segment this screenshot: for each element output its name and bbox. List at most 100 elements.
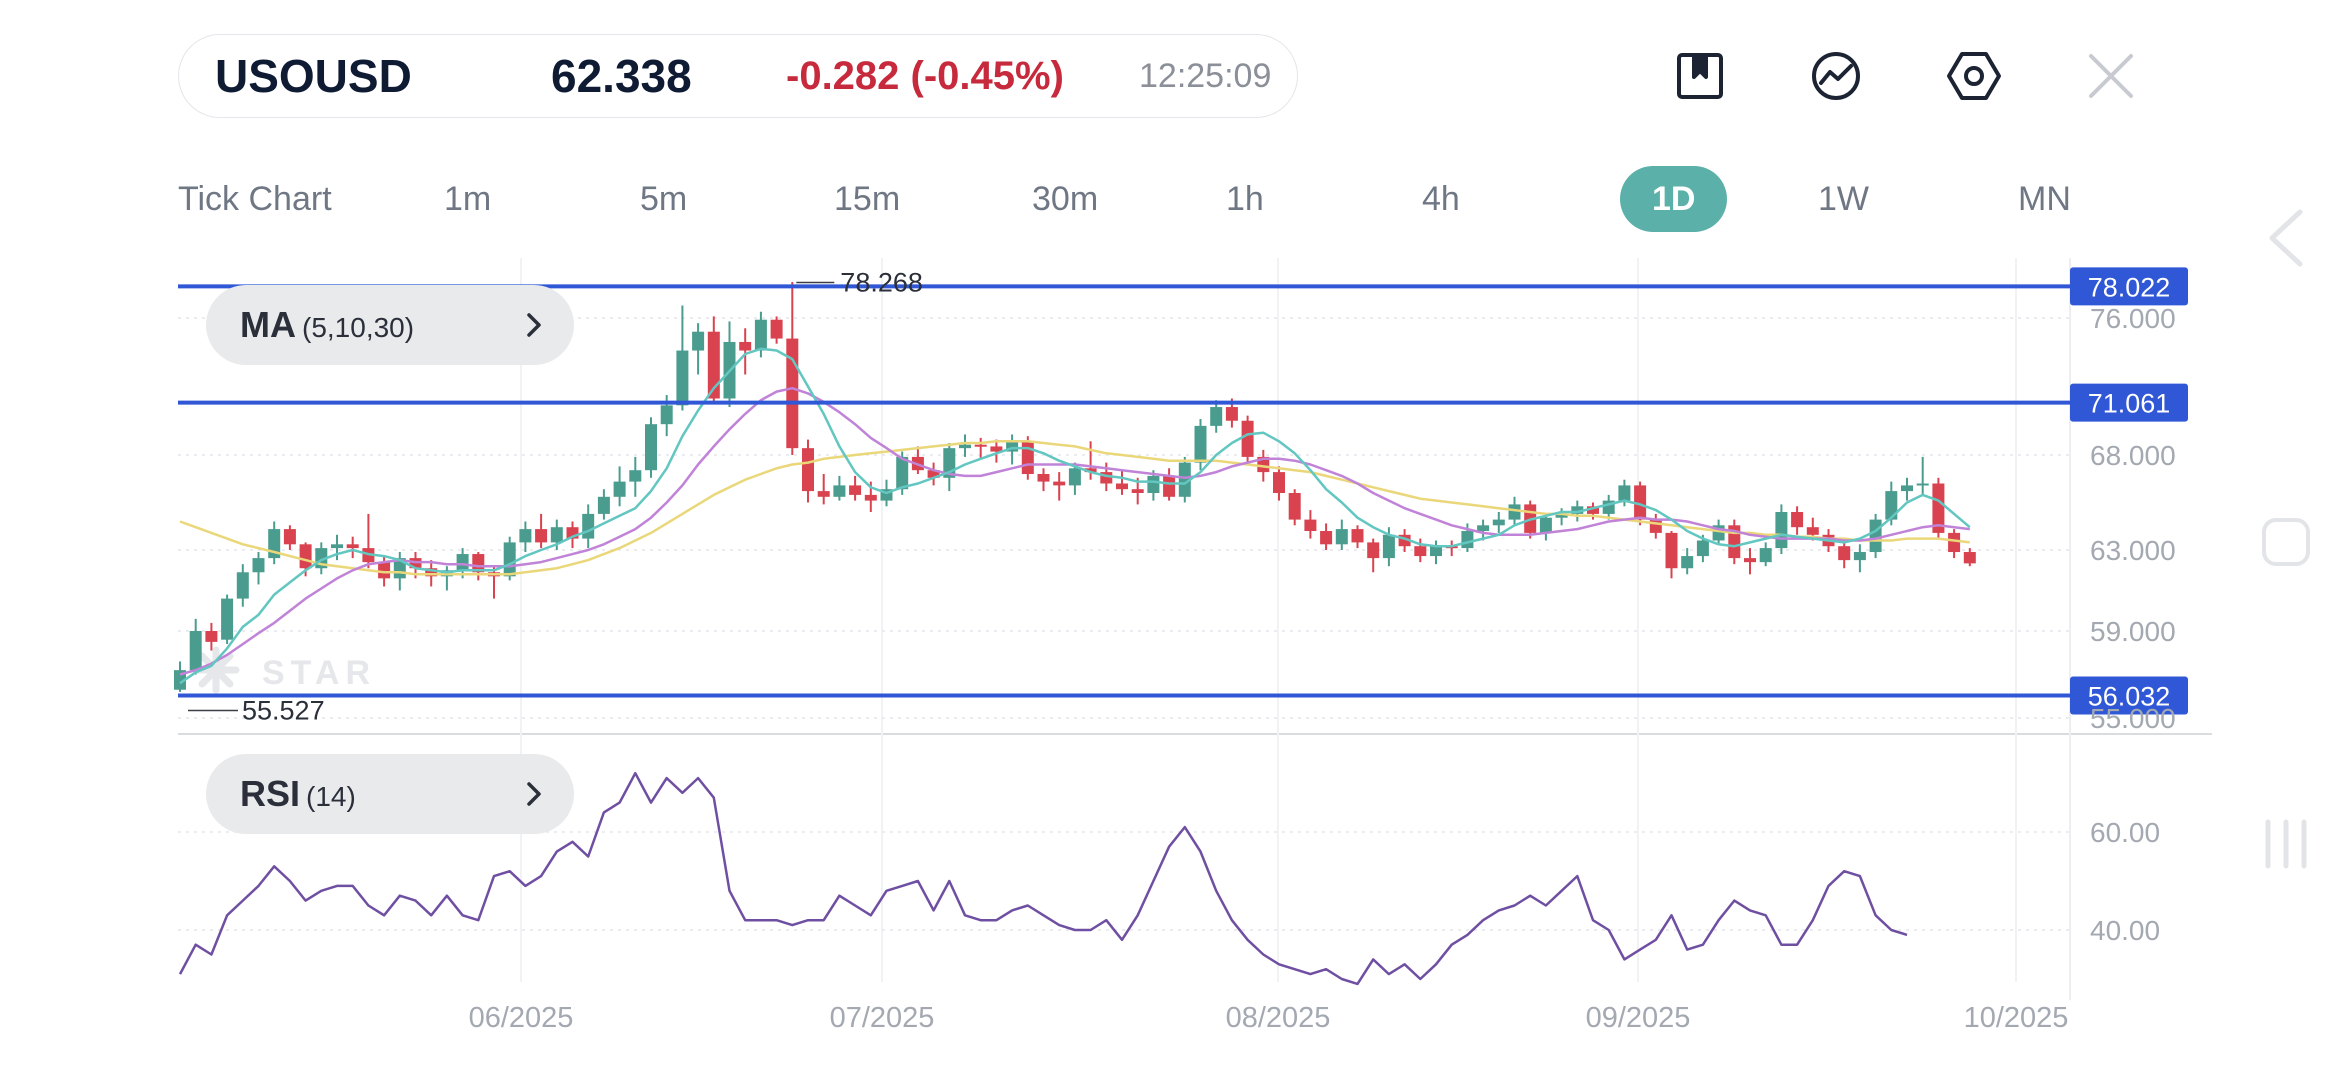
ma5-line (179, 347, 1971, 685)
candle (1477, 519, 1490, 541)
candle (1430, 540, 1442, 565)
close-icon[interactable] (2083, 48, 2139, 104)
tab-15m[interactable]: 15m (834, 180, 901, 218)
price-tick-label: 59.000 (2090, 616, 2176, 647)
candle (268, 521, 281, 565)
candle-body (990, 446, 1003, 452)
candle-body (1461, 531, 1474, 549)
candle-body (1853, 552, 1866, 561)
candle-body (1320, 531, 1333, 545)
candle (535, 513, 548, 549)
candle (1932, 477, 1945, 539)
candle (189, 618, 202, 675)
ma-indicator-button[interactable]: MA (5,10,30) (206, 285, 574, 365)
tab-5m[interactable]: 5m (640, 180, 688, 218)
candle (582, 504, 595, 549)
candle-body (1163, 475, 1176, 497)
candle-body (221, 598, 234, 640)
tab-1h[interactable]: 1h (1226, 180, 1264, 218)
bookmark-icon[interactable] (1672, 48, 1728, 104)
candle-body (880, 489, 893, 501)
tab-mn[interactable]: MN (2018, 180, 2071, 218)
candle (1178, 456, 1191, 503)
candle-body (707, 331, 720, 399)
candle (1414, 538, 1427, 563)
watermark-logo: STAR (192, 646, 376, 694)
candle-body (1288, 493, 1301, 520)
candle-body (346, 544, 359, 549)
price-tick-label: 55.000 (2090, 703, 2176, 734)
candle (440, 566, 453, 591)
candle-body (660, 405, 673, 425)
candle (1681, 548, 1694, 575)
candle (1241, 415, 1254, 463)
candle-body (1869, 519, 1882, 553)
level-label: 71.061 (2088, 389, 2171, 419)
candle-body (1901, 485, 1913, 492)
symbol-label: USOUSD (215, 50, 412, 102)
candle-body (1539, 517, 1552, 533)
candle-body (770, 319, 783, 339)
tab-4h[interactable]: 4h (1422, 180, 1460, 218)
candle-body (1084, 468, 1097, 473)
candle (739, 328, 752, 375)
candle-body (535, 529, 548, 543)
candle-body (1744, 558, 1756, 563)
candle-body (582, 513, 595, 539)
watermark-text: STAR (262, 654, 376, 692)
candle-body (1791, 512, 1804, 528)
candle-body (1147, 475, 1160, 493)
rsi-indicator-button[interactable]: RSI (14) (206, 754, 574, 834)
settings-hex-icon[interactable] (1946, 48, 2002, 104)
quote-header: USOUSD 62.338 -0.282 (-0.45%) 12:25:09 (178, 34, 1298, 118)
candle (1367, 538, 1380, 573)
candle-body (1335, 529, 1348, 545)
recent-apps-icon[interactable] (2262, 818, 2310, 870)
tab-30m[interactable]: 30m (1032, 180, 1099, 218)
indicator-trend-icon[interactable] (1808, 48, 1864, 104)
candle-body (927, 470, 940, 478)
candle-body (299, 544, 312, 569)
candle (174, 661, 186, 692)
candle-body (864, 494, 877, 501)
candle (849, 475, 862, 501)
chevron-right-icon (527, 782, 541, 806)
candle-body (1068, 468, 1081, 486)
candle (1068, 462, 1081, 495)
tab-1w[interactable]: 1W (1818, 180, 1869, 218)
candle (331, 534, 343, 561)
candle (1869, 513, 1882, 559)
tab-tick-chart[interactable]: Tick Chart (178, 180, 332, 218)
back-chevron-icon[interactable] (2262, 208, 2308, 268)
tab-1m[interactable]: 1m (444, 180, 492, 218)
chevron-right-icon (527, 313, 541, 337)
candle-body (786, 338, 799, 449)
candle-body (1665, 532, 1678, 569)
candle-body (849, 485, 862, 495)
candle-body (1806, 527, 1819, 535)
candle-body (1021, 441, 1034, 474)
candle-body (959, 444, 971, 449)
ma-indicator-name: MA (240, 304, 296, 345)
candle (645, 417, 657, 478)
candle-body (566, 527, 579, 539)
candle (1775, 504, 1788, 555)
home-square-icon[interactable] (2260, 516, 2312, 568)
candle (1006, 434, 1019, 465)
candle (519, 521, 532, 553)
rsi-line (178, 771, 1908, 986)
candle-body (1634, 485, 1647, 520)
date-tick-label: 10/2025 (1964, 1002, 2069, 1034)
tab-1d[interactable]: 1D (1620, 166, 1728, 232)
candle-body (236, 572, 249, 599)
candle-body (974, 444, 987, 447)
candle (1838, 540, 1851, 569)
candle-body (1775, 512, 1788, 549)
candle (1759, 542, 1772, 567)
candle-body (1963, 552, 1976, 564)
candle-body (378, 562, 391, 579)
candle-body (739, 341, 752, 351)
date-tick-label: 08/2025 (1226, 1002, 1331, 1034)
candle-body (1241, 420, 1254, 457)
